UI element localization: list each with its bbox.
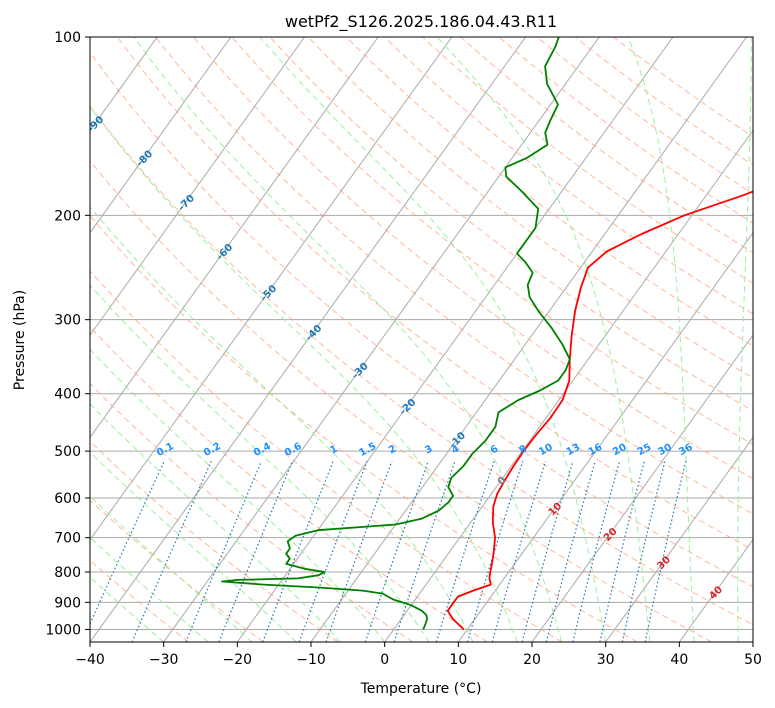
dry-adiabat-180 [536, 37, 753, 195]
moist-adiabat-18 [90, 105, 518, 642]
moist-adiabat-6 [90, 284, 430, 642]
y-tick-label: 900 [54, 595, 81, 611]
moist-adiabat--24 [90, 536, 209, 642]
mixing-ratio-label: 1 [328, 443, 339, 456]
y-tick-label: 1000 [45, 622, 81, 638]
dry-adiabat-50 [90, 105, 753, 626]
isotherm--50 [90, 37, 453, 541]
mixing-ratio-line-3 [364, 460, 429, 642]
dry-adiabat-30 [90, 214, 638, 642]
dry-adiabat-80 [155, 37, 753, 515]
mixing-ratio-line-16 [545, 461, 596, 642]
isotherm--80 [90, 37, 232, 234]
mixing-ratio-line-1 [262, 460, 334, 642]
isotherm--70 [90, 37, 306, 336]
x-tick-label: −40 [75, 652, 105, 668]
x-tick-label: −20 [223, 652, 253, 668]
x-tick-label: 30 [597, 652, 615, 668]
isotherm-30 [605, 436, 753, 642]
dry-adiabat--20 [90, 499, 264, 642]
dry-adiabat-190 [574, 37, 753, 166]
x-tick-label: 0 [380, 652, 389, 668]
y-tick-label: 100 [54, 30, 81, 46]
moist-adiabat-48 [737, 37, 752, 642]
moist-adiabat--12 [90, 451, 297, 642]
chart-title: wetPf2_S126.2025.186.04.43.R11 [285, 12, 557, 32]
y-tick-label: 200 [54, 208, 81, 224]
moist-adiabat--30 [90, 576, 165, 642]
moist-adiabat-0 [90, 348, 386, 642]
y-axis-label: Pressure (hPa) [12, 290, 28, 390]
mixing-ratio-label: 8 [518, 443, 529, 456]
moist-adiabat-12 [90, 205, 474, 642]
moist-adiabat-24 [133, 37, 562, 642]
dry-adiabat-120 [307, 37, 753, 379]
dry-adiabat-40 [90, 160, 712, 642]
data-lines [221, 37, 753, 631]
moist-adiabat-42 [627, 37, 695, 642]
temperature-profile [446, 190, 753, 631]
mixing-ratio-line-20 [572, 461, 621, 642]
mixing-ratio-line-0.1 [90, 460, 165, 626]
mixing-ratio-line-0.4 [185, 460, 263, 642]
y-tick-label: 600 [54, 491, 81, 507]
mixing-ratio-label: 4 [450, 443, 461, 456]
dewpoint-profile [221, 37, 571, 630]
mixing-ratio-line-1.5 [298, 460, 368, 642]
dry-adiabat-110 [269, 37, 753, 412]
mixing-ratio-label: 3 [423, 443, 434, 456]
mixing-ratio-label: 2 [387, 443, 398, 456]
moist-adiabat--6 [90, 403, 341, 642]
dry-adiabat-10 [90, 326, 488, 642]
isotherm--40 [90, 37, 527, 642]
x-tick-label: 40 [670, 652, 688, 668]
mixing-ratio-line-0.2 [131, 460, 212, 642]
dry-adiabat-160 [460, 37, 753, 254]
mixing-ratio-line-2 [325, 460, 393, 642]
x-tick-label: −10 [296, 652, 326, 668]
isotherm-40 [678, 538, 753, 642]
dry-adiabat-170 [498, 37, 753, 224]
dry-adiabat-60 [90, 51, 753, 588]
mixing-ratio-line-36 [644, 461, 687, 642]
y-tick-label: 700 [54, 531, 81, 547]
dry-adiabat-90 [193, 37, 753, 480]
moist-adiabat-30 [259, 37, 607, 642]
x-tick-label: 50 [744, 652, 762, 668]
inner-labels: 0.1 0.2 0.4 0.6 1 1.5 2 3 4 6 8 10 13 16 20 25 30 36-90-8… [86, 114, 725, 602]
isotherm--20 [236, 37, 674, 642]
moist-adiabat-36 [436, 37, 651, 642]
mixing-ratio-line-25 [599, 461, 645, 642]
x-axis-label: Temperature (°C) [360, 681, 482, 697]
x-tick-label: 10 [449, 652, 467, 668]
plot-frame [89, 36, 754, 643]
isotherm-0 [384, 129, 753, 642]
dry-adiabat-0 [90, 382, 414, 642]
y-tick-label: 800 [54, 565, 81, 581]
isotherm-10 [457, 231, 753, 642]
moist-adiabat--18 [90, 495, 253, 642]
y-tick-label: 500 [54, 444, 81, 460]
y-ticks: 100 200 300 400 500 600 700 800 900 1000 [45, 30, 90, 638]
background-lines [90, 37, 753, 642]
mixing-ratio-label: 6 [489, 443, 500, 456]
isotherm-20 [531, 334, 753, 642]
x-ticks: −40 −30 −20 −10 0 10 20 30 40 50 [75, 642, 762, 668]
x-tick-label: −30 [149, 652, 179, 668]
mixing-ratio-line-0.6 [218, 460, 293, 642]
y-tick-label: 300 [54, 313, 81, 329]
dry-adiabat-70 [116, 37, 753, 551]
y-tick-label: 400 [54, 387, 81, 403]
mixing-ratio-line-4 [393, 461, 456, 642]
x-tick-label: 20 [523, 652, 541, 668]
isotherm--60 [90, 37, 379, 439]
mixing-ratio-line-30 [621, 461, 666, 642]
dry-adiabat-100 [231, 37, 753, 445]
